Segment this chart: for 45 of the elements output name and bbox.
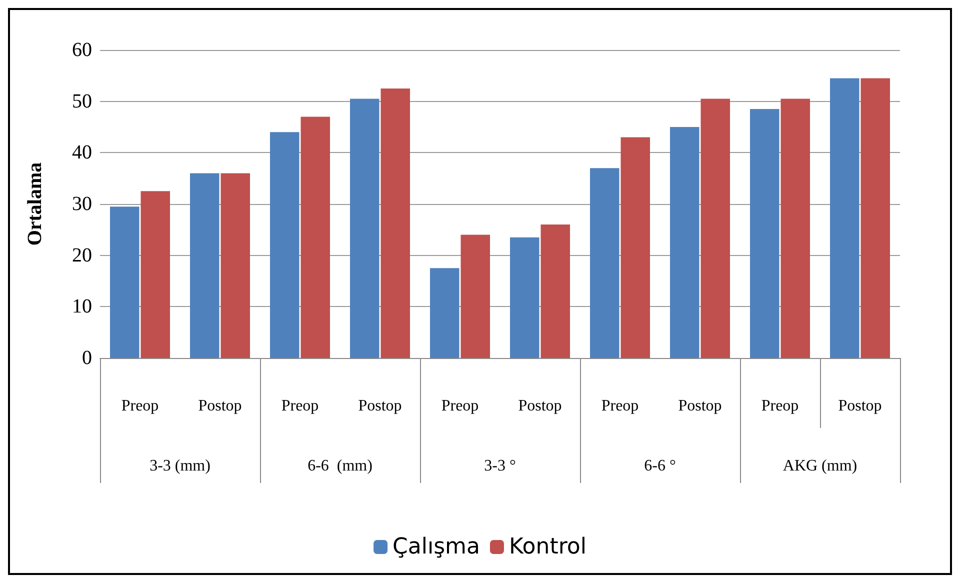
bar bbox=[110, 206, 140, 358]
x-tick-label: Preop bbox=[121, 398, 159, 414]
bar bbox=[540, 224, 570, 358]
y-tick-label: 30 bbox=[72, 193, 92, 215]
bar bbox=[670, 127, 700, 358]
text: 6-6 ° bbox=[644, 458, 676, 474]
bar bbox=[830, 78, 860, 358]
bar bbox=[140, 191, 170, 358]
bar bbox=[300, 116, 330, 358]
x-tick-label: Postop bbox=[518, 398, 562, 414]
x-tick-label: Postop bbox=[678, 398, 722, 414]
y-tick-label: 50 bbox=[72, 90, 92, 112]
x-tick-label: Postop bbox=[838, 398, 882, 414]
text: AKG (mm) bbox=[782, 458, 858, 474]
bar bbox=[270, 132, 300, 358]
text: 3-3 (mm) bbox=[150, 458, 210, 474]
y-tick-label: 0 bbox=[82, 347, 92, 369]
bar bbox=[460, 234, 490, 358]
bar bbox=[750, 109, 780, 358]
x-tick-label: Preop bbox=[761, 398, 799, 414]
y-tick-label: 10 bbox=[72, 296, 92, 318]
y-tick-label: 40 bbox=[72, 142, 92, 164]
bar bbox=[190, 173, 220, 358]
x-tick-label: Postop bbox=[358, 398, 402, 414]
y-tick-label: 20 bbox=[72, 244, 92, 266]
x-tick-label: Postop bbox=[198, 398, 242, 414]
legend-label: Çalışma bbox=[392, 534, 480, 560]
bar bbox=[860, 78, 890, 358]
text: 6-6 (mm) bbox=[308, 458, 372, 474]
bar bbox=[700, 98, 730, 358]
bar bbox=[350, 98, 380, 358]
legend-label: Kontrol bbox=[508, 534, 586, 560]
bar bbox=[380, 88, 410, 358]
x-tick-label: Preop bbox=[281, 398, 319, 414]
bar bbox=[620, 137, 650, 358]
bar bbox=[220, 173, 250, 358]
bar bbox=[510, 237, 540, 358]
text: 3-3 ° bbox=[484, 458, 516, 474]
y-tick-label: 60 bbox=[72, 39, 92, 61]
x-tick-label: Preop bbox=[441, 398, 479, 414]
x-tick-label: Preop bbox=[601, 398, 639, 414]
bar bbox=[430, 268, 460, 358]
bar bbox=[780, 98, 810, 358]
bar bbox=[590, 168, 620, 358]
y-axis-title: Ortalama bbox=[24, 162, 46, 246]
